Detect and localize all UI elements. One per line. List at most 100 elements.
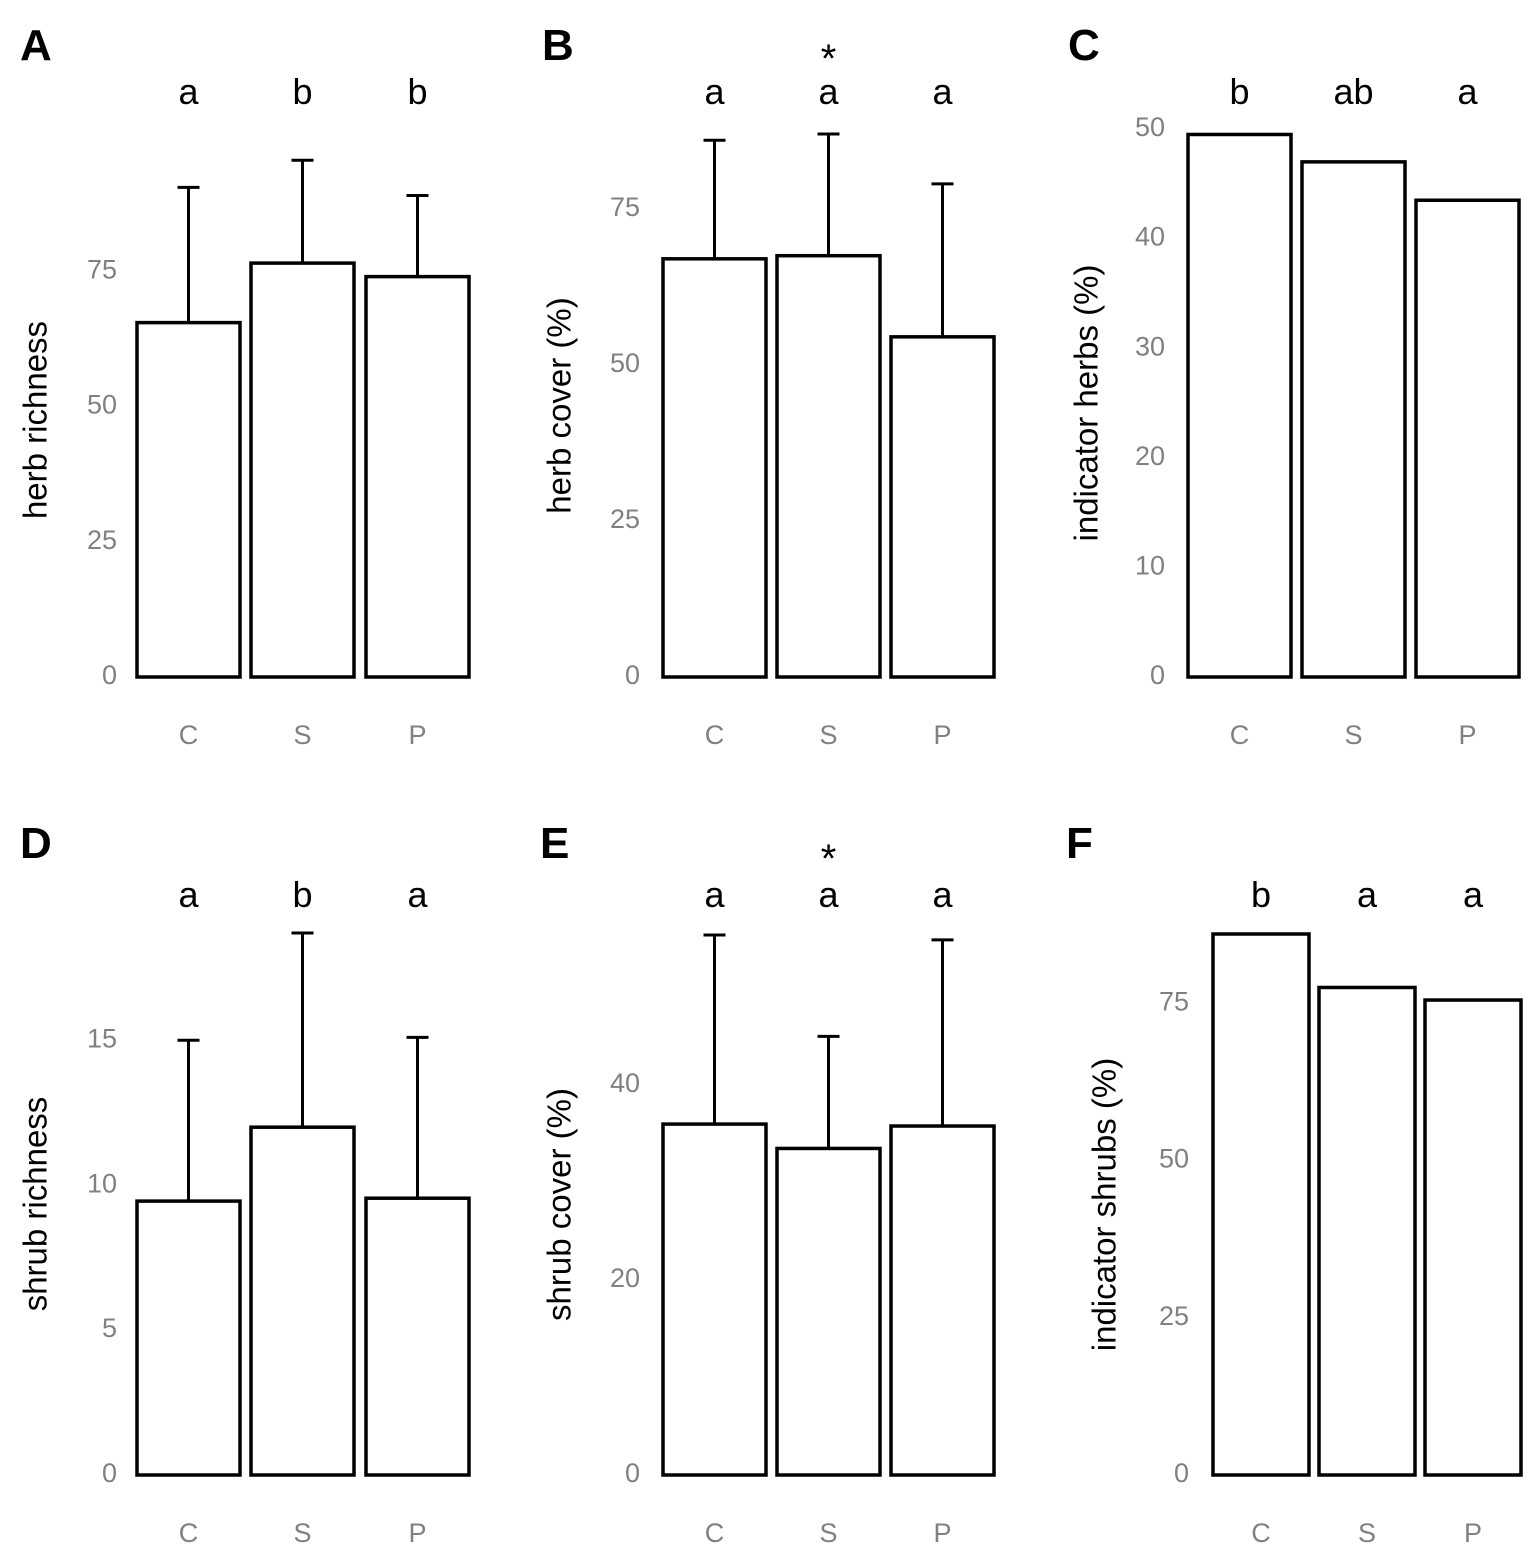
panel-letter: A bbox=[20, 21, 52, 70]
bar-p bbox=[889, 1124, 996, 1477]
y-tick-label: 75 bbox=[610, 192, 640, 222]
y-tick-label: 0 bbox=[102, 1458, 117, 1488]
x-tick-label: S bbox=[819, 720, 837, 750]
y-tick-label: 20 bbox=[610, 1263, 640, 1293]
y-axis-title: indicator herbs (%) bbox=[1068, 265, 1105, 542]
y-tick-label: 75 bbox=[1159, 986, 1189, 1016]
y-tick-label: 0 bbox=[102, 660, 117, 690]
y-tick-label: 10 bbox=[1135, 551, 1165, 581]
bar-s bbox=[1317, 985, 1417, 1477]
y-axis-title: shrub richness bbox=[17, 1097, 54, 1312]
significance-letter: a bbox=[704, 71, 725, 112]
y-tick-label: 5 bbox=[102, 1313, 117, 1343]
significance-letter: b bbox=[1229, 71, 1249, 112]
y-axis-title: herb cover (%) bbox=[541, 297, 578, 513]
significance-letter: a bbox=[818, 874, 839, 915]
y-axis-title: herb richness bbox=[17, 321, 54, 519]
x-tick-label: C bbox=[179, 720, 199, 750]
y-tick-label: 40 bbox=[1135, 222, 1165, 252]
x-tick-label: S bbox=[293, 720, 311, 750]
bar-p bbox=[1423, 998, 1523, 1477]
x-tick-label: P bbox=[408, 720, 426, 750]
x-tick-label: S bbox=[1358, 1518, 1376, 1548]
x-tick-label: C bbox=[705, 1518, 725, 1548]
significance-letter: a bbox=[704, 874, 725, 915]
bar-c bbox=[661, 1122, 768, 1477]
panel-letter: F bbox=[1066, 819, 1093, 868]
bar-s bbox=[249, 1125, 356, 1477]
x-tick-label: S bbox=[293, 1518, 311, 1548]
y-tick-label: 25 bbox=[1159, 1301, 1189, 1331]
bar-c bbox=[1211, 932, 1311, 1477]
x-tick-label: P bbox=[933, 720, 951, 750]
significance-letter: a bbox=[932, 874, 953, 915]
y-tick-label: 25 bbox=[610, 504, 640, 534]
x-tick-label: C bbox=[705, 720, 725, 750]
x-tick-label: P bbox=[933, 1518, 951, 1548]
significance-letter: b bbox=[292, 874, 312, 915]
significance-letter: b bbox=[407, 71, 427, 112]
panel-letter: D bbox=[20, 819, 52, 868]
bar-c bbox=[661, 257, 768, 679]
bar-s bbox=[775, 253, 882, 679]
panel-letter: B bbox=[542, 21, 574, 70]
significance-letter: a bbox=[932, 71, 953, 112]
y-tick-label: 50 bbox=[87, 390, 117, 420]
y-tick-label: 0 bbox=[625, 1458, 640, 1488]
significance-letter: a bbox=[178, 874, 199, 915]
y-tick-label: 30 bbox=[1135, 331, 1165, 361]
bar-p bbox=[889, 335, 996, 679]
y-tick-label: 50 bbox=[1159, 1144, 1189, 1174]
x-tick-label: S bbox=[1344, 720, 1362, 750]
panel-letter: E bbox=[540, 819, 569, 868]
bar-c bbox=[135, 1199, 242, 1477]
y-axis-title: indicator shrubs (%) bbox=[1086, 1058, 1123, 1351]
y-tick-label: 0 bbox=[625, 660, 640, 690]
significance-letter: b bbox=[292, 71, 312, 112]
y-tick-label: 50 bbox=[610, 348, 640, 378]
significance-asterisk: * bbox=[821, 837, 837, 881]
significance-letter: a bbox=[818, 71, 839, 112]
bar-s bbox=[775, 1146, 882, 1477]
x-tick-label: S bbox=[819, 1518, 837, 1548]
x-tick-label: P bbox=[1464, 1518, 1482, 1548]
y-tick-label: 75 bbox=[87, 254, 117, 284]
significance-letter: ab bbox=[1333, 71, 1373, 112]
y-tick-label: 20 bbox=[1135, 441, 1165, 471]
bar-s bbox=[1300, 160, 1407, 679]
significance-letter: a bbox=[178, 71, 199, 112]
x-tick-label: C bbox=[179, 1518, 199, 1548]
y-axis-title: shrub cover (%) bbox=[541, 1088, 578, 1321]
bar-s bbox=[249, 261, 356, 679]
bar-p bbox=[1414, 198, 1521, 679]
significance-letter: a bbox=[1463, 874, 1484, 915]
significance-asterisk: * bbox=[821, 37, 837, 81]
significance-letter: a bbox=[407, 874, 428, 915]
significance-letter: a bbox=[1457, 71, 1478, 112]
y-tick-label: 10 bbox=[87, 1168, 117, 1198]
bar-c bbox=[135, 320, 242, 679]
significance-letter: b bbox=[1251, 874, 1271, 915]
x-tick-label: C bbox=[1251, 1518, 1271, 1548]
y-tick-label: 40 bbox=[610, 1068, 640, 1098]
x-tick-label: C bbox=[1230, 720, 1250, 750]
y-tick-label: 25 bbox=[87, 525, 117, 555]
y-tick-label: 15 bbox=[87, 1023, 117, 1053]
significance-letter: a bbox=[1357, 874, 1378, 915]
bar-p bbox=[364, 274, 471, 679]
x-tick-label: P bbox=[1458, 720, 1476, 750]
y-tick-label: 50 bbox=[1135, 112, 1165, 142]
bar-c bbox=[1186, 132, 1293, 679]
panel-letter: C bbox=[1068, 21, 1100, 70]
y-tick-label: 0 bbox=[1150, 660, 1165, 690]
y-tick-label: 0 bbox=[1174, 1458, 1189, 1488]
x-tick-label: P bbox=[408, 1518, 426, 1548]
bar-p bbox=[364, 1196, 471, 1477]
